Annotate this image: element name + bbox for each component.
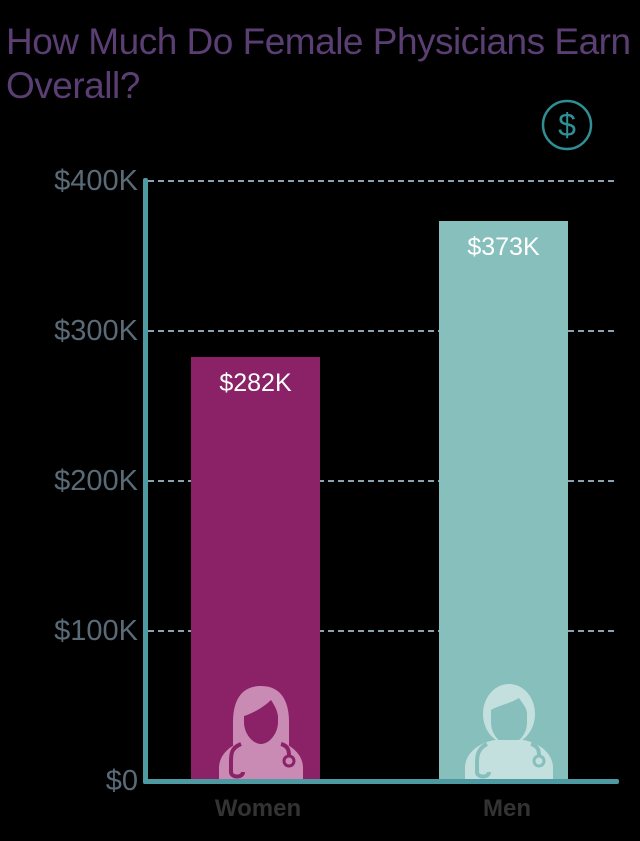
gridline-300k — [148, 330, 614, 332]
x-label-women: Women — [214, 795, 302, 822]
y-tick-label: $0 — [105, 765, 138, 797]
x-axis — [143, 779, 619, 784]
bar-men: $373K — [439, 221, 568, 782]
y-tick-label: $300K — [54, 315, 138, 347]
y-axis — [143, 178, 148, 784]
dollar-circle-icon: $ — [541, 99, 593, 151]
male-doctor-icon — [465, 684, 553, 782]
bar-women: $282K — [191, 357, 320, 782]
gridline-200k — [148, 480, 614, 482]
female-doctor-icon — [219, 686, 303, 782]
x-label-men: Men — [483, 795, 531, 822]
y-tick-label: $100K — [54, 615, 138, 647]
chart-title: How Much Do Female Physicians Earn Overa… — [6, 21, 631, 106]
gridline-400k — [148, 180, 614, 182]
y-tick-label: $400K — [54, 165, 138, 197]
svg-text:$: $ — [558, 107, 576, 143]
gridline-100k — [148, 630, 614, 632]
bar-value-label: $282K — [219, 369, 292, 397]
y-tick-label: $200K — [54, 465, 138, 497]
bar-value-label: $373K — [467, 233, 540, 261]
